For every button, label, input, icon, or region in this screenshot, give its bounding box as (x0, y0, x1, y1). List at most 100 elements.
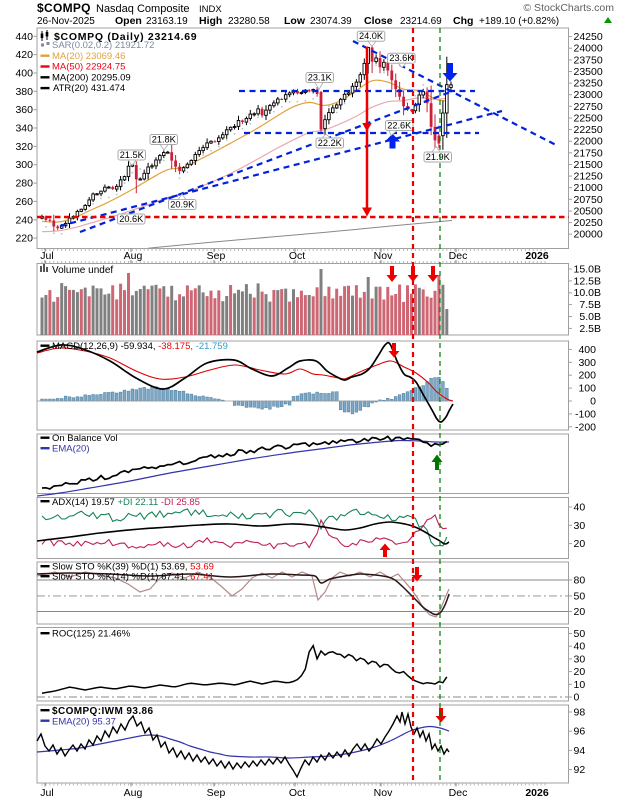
svg-text:50: 50 (574, 628, 586, 640)
svg-text:420: 420 (15, 49, 33, 61)
svg-text:10.0B: 10.0B (574, 287, 601, 299)
svg-text:21500: 21500 (574, 159, 603, 171)
svg-text:Oct: Oct (289, 250, 305, 262)
svg-text:20.9K: 20.9K (170, 199, 195, 209)
svg-text:23750: 23750 (574, 54, 603, 66)
svg-text:0: 0 (590, 396, 596, 408)
svg-text:Nov: Nov (374, 250, 393, 262)
svg-text:Aug: Aug (124, 787, 143, 799)
svg-text:400: 400 (15, 68, 33, 80)
svg-text:High: High (199, 15, 222, 27)
svg-text:MA(50) 22924.75: MA(50) 22924.75 (52, 62, 125, 73)
svg-text:2026: 2026 (525, 250, 549, 262)
svg-text:50: 50 (574, 590, 586, 602)
svg-text:23214.69: 23214.69 (400, 16, 442, 27)
svg-text:Chg: Chg (453, 15, 473, 27)
svg-text:23250: 23250 (574, 78, 603, 90)
svg-text:96: 96 (574, 726, 586, 738)
svg-text:Close: Close (364, 15, 393, 27)
svg-text:20500: 20500 (574, 206, 603, 218)
svg-text:260: 260 (15, 196, 33, 208)
svg-text:24.0K: 24.0K (359, 31, 384, 41)
svg-text:7.5B: 7.5B (579, 299, 601, 311)
svg-text:© StockCharts.com: © StockCharts.com (523, 2, 614, 14)
svg-text:21750: 21750 (574, 147, 603, 159)
svg-text:10: 10 (574, 679, 586, 691)
svg-text:23280.58: 23280.58 (228, 16, 270, 27)
svg-text:+189.10 (+0.82%): +189.10 (+0.82%) (479, 16, 559, 27)
svg-text:Oct: Oct (289, 787, 305, 799)
svg-text:21250: 21250 (574, 171, 603, 183)
svg-text:MA(20) 23069.46: MA(20) 23069.46 (52, 51, 125, 62)
svg-text:21.5K: 21.5K (120, 150, 145, 160)
svg-text:26-Nov-2025: 26-Nov-2025 (37, 16, 95, 27)
svg-text:300: 300 (578, 357, 596, 369)
svg-text:23500: 23500 (574, 66, 603, 78)
svg-text:98: 98 (574, 707, 586, 719)
svg-text:23000: 23000 (574, 89, 603, 101)
svg-text:300: 300 (15, 159, 33, 171)
svg-text:Nasdaq Composite: Nasdaq Composite (96, 3, 190, 15)
svg-text:240: 240 (15, 214, 33, 226)
svg-text:Sep: Sep (207, 250, 226, 262)
svg-text:24000: 24000 (574, 43, 603, 55)
svg-text:280: 280 (15, 178, 33, 190)
svg-text:24250: 24250 (574, 31, 603, 43)
svg-text:0: 0 (574, 692, 580, 704)
svg-text:400: 400 (578, 344, 596, 356)
svg-text:30: 30 (574, 653, 586, 665)
svg-text:Dec: Dec (449, 787, 468, 799)
svg-text:Volume undef: Volume undef (52, 265, 113, 276)
svg-text:-200: -200 (575, 421, 596, 433)
svg-text:MACD(12,26,9) -59.934, -38.175: MACD(12,26,9) -59.934, -38.175, -21.759 (52, 341, 228, 352)
svg-text:40: 40 (574, 502, 586, 514)
svg-text:Slow STO %K(39) %D(1) 53.69, 5: Slow STO %K(39) %D(1) 53.69, 53.69 (52, 562, 214, 573)
svg-text:-100: -100 (575, 408, 596, 420)
svg-text:20: 20 (574, 538, 586, 550)
svg-text:Jul: Jul (40, 250, 53, 262)
svg-text:MA(200) 20295.09: MA(200) 20295.09 (52, 72, 131, 83)
svg-text:21000: 21000 (574, 182, 603, 194)
svg-text:15.0B: 15.0B (574, 264, 601, 276)
svg-text:$COMPQ (Daily) 23214.69: $COMPQ (Daily) 23214.69 (54, 31, 197, 43)
svg-text:94: 94 (574, 745, 586, 757)
svg-text:320: 320 (15, 141, 33, 153)
svg-text:Aug: Aug (124, 250, 143, 262)
svg-text:22250: 22250 (574, 124, 603, 136)
svg-text:23163.19: 23163.19 (146, 16, 188, 27)
svg-text:Dec: Dec (449, 250, 468, 262)
svg-text:ROC(125) 21.46%: ROC(125) 21.46% (52, 629, 131, 640)
svg-text:EMA(20): EMA(20) (52, 444, 89, 455)
svg-text:20250: 20250 (574, 217, 603, 229)
svg-text:On Balance Vol: On Balance Vol (52, 433, 118, 444)
svg-text:22000: 22000 (574, 136, 603, 148)
svg-text:92: 92 (574, 764, 586, 776)
svg-text:5.0B: 5.0B (579, 311, 601, 323)
svg-text:ADX(14) 19.57 +DI 22.11 -DI 25: ADX(14) 19.57 +DI 22.11 -DI 25.85 (52, 497, 200, 508)
svg-text:20.6K: 20.6K (119, 214, 144, 224)
svg-text:Slow STO %K(14) %D(1) 67.41, 6: Slow STO %K(14) %D(1) 67.41, 67.41 (52, 572, 214, 583)
svg-text:EMA(20) 95.37: EMA(20) 95.37 (52, 716, 116, 727)
svg-text:21.8K: 21.8K (152, 134, 177, 144)
svg-text:30: 30 (574, 520, 586, 532)
svg-text:100: 100 (578, 383, 596, 395)
svg-text:SAR(0.02,0.2) 21921.72: SAR(0.02,0.2) 21921.72 (52, 40, 154, 51)
svg-text:20000: 20000 (574, 229, 603, 241)
svg-text:Jul: Jul (40, 787, 53, 799)
svg-text:340: 340 (15, 123, 33, 135)
svg-text:200: 200 (578, 370, 596, 382)
svg-text:Low: Low (284, 15, 306, 27)
svg-text:22500: 22500 (574, 113, 603, 125)
svg-text:22.6K: 22.6K (387, 120, 412, 130)
svg-text:220: 220 (15, 233, 33, 245)
svg-text:22750: 22750 (574, 101, 603, 113)
svg-text:Sep: Sep (207, 787, 226, 799)
svg-text:2.5B: 2.5B (579, 323, 601, 335)
svg-text:440: 440 (15, 31, 33, 43)
svg-text:Open: Open (115, 15, 142, 27)
svg-text:22.2K: 22.2K (318, 138, 343, 148)
svg-text:2026: 2026 (525, 787, 549, 799)
svg-text:23.6K: 23.6K (389, 53, 414, 63)
svg-text:20: 20 (574, 666, 586, 678)
svg-text:380: 380 (15, 86, 33, 98)
